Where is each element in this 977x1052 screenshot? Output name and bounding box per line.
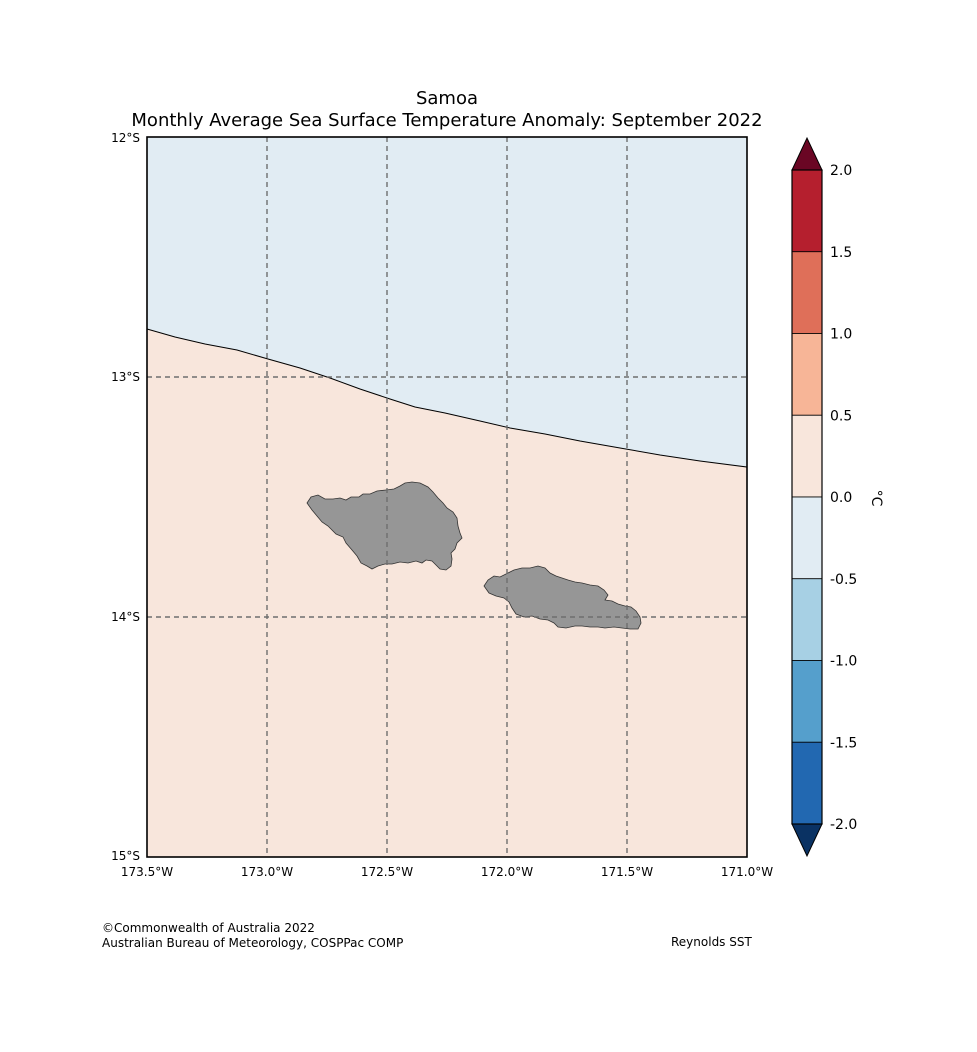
map-panel bbox=[146, 136, 748, 858]
colorbar-tick-label: 1.0 bbox=[830, 327, 852, 343]
colorbar-bin bbox=[791, 414, 823, 498]
lat-tick-labels: 12°S 13°S 14°S 15°S bbox=[111, 131, 140, 863]
colorbar: 2.0 1.5 1.0 0.5 0.0 -0.5 -1.0 -1.5 -2.0 °C bbox=[791, 136, 884, 858]
lon-tick-label: 172.0°W bbox=[481, 865, 533, 879]
map-title: Samoa bbox=[415, 88, 479, 109]
colorbar-bin bbox=[791, 169, 823, 253]
copyright-text: ©Commonwealth of Australia 2022 bbox=[102, 921, 315, 935]
colorbar-tick-label: 0.0 bbox=[830, 490, 852, 506]
lon-tick-label: 171.0°W bbox=[721, 865, 773, 879]
map-frame bbox=[146, 136, 748, 858]
colorbar-unit-label: °C bbox=[868, 490, 884, 507]
footer-credits: ©Commonwealth of Australia 2022 Australi… bbox=[102, 921, 403, 951]
dataset-label: Reynolds SST bbox=[671, 935, 752, 949]
colorbar-tick-label: -1.5 bbox=[830, 735, 857, 751]
gridlines bbox=[147, 137, 747, 857]
colorbar-bin bbox=[791, 741, 823, 825]
colorbar-tick-label: 2.0 bbox=[830, 163, 852, 179]
lat-tick-label: 15°S bbox=[111, 849, 140, 863]
lat-tick-label: 13°S bbox=[111, 370, 140, 384]
colorbar-bin bbox=[791, 251, 823, 334]
colorbar-tick-label: 0.5 bbox=[830, 408, 852, 424]
lon-tick-labels: 173.5°W 173.0°W 172.5°W 172.0°W 171.5°W … bbox=[121, 865, 773, 879]
lat-tick-label: 12°S bbox=[111, 131, 140, 145]
colorbar-tick-label: -0.5 bbox=[830, 572, 857, 588]
agency-text: Australian Bureau of Meteorology, COSPPa… bbox=[102, 936, 404, 950]
lon-tick-label: 173.0°W bbox=[241, 865, 293, 879]
colorbar-bin bbox=[791, 660, 823, 743]
colorbar-bin bbox=[791, 578, 823, 661]
colorbar-tick-label: -2.0 bbox=[830, 817, 857, 833]
colorbar-under-arrow bbox=[791, 823, 823, 858]
lat-tick-label: 14°S bbox=[111, 610, 140, 624]
savaii-island bbox=[306, 481, 463, 571]
colorbar-bin bbox=[791, 496, 823, 580]
colorbar-over-arrow bbox=[791, 136, 823, 171]
lon-tick-label: 173.5°W bbox=[121, 865, 173, 879]
colorbar-tick-label: -1.0 bbox=[830, 654, 857, 670]
colorbar-tick-label: 1.5 bbox=[830, 245, 852, 261]
lon-tick-label: 172.5°W bbox=[361, 865, 413, 879]
cool-anomaly-region bbox=[146, 136, 748, 468]
map-subtitle: Monthly Average Sea Surface Temperature … bbox=[131, 110, 763, 131]
colorbar-bin bbox=[791, 333, 823, 416]
colorbar-frame bbox=[791, 169, 823, 825]
lon-tick-label: 171.5°W bbox=[601, 865, 653, 879]
